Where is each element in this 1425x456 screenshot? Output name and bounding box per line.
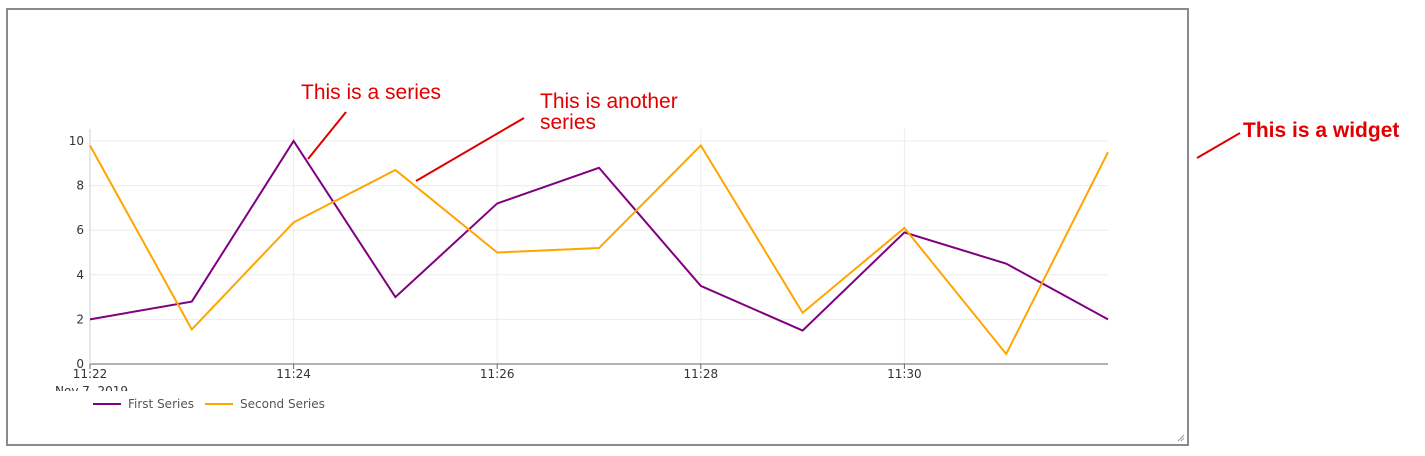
series-annotation-label: This is a series xyxy=(301,81,441,104)
y-tick-label: 8 xyxy=(76,179,84,193)
x-tick-label: 11:24 xyxy=(276,367,311,381)
series-annotation-arrow xyxy=(307,111,347,160)
annotations: This is a series This is another series … xyxy=(301,81,1399,182)
widget-annotation-arrow xyxy=(1196,132,1241,159)
legend-background xyxy=(50,391,250,403)
chart-widget xyxy=(6,8,1189,446)
another-series-annotation-arrow xyxy=(415,117,525,182)
x-tick-label: 11:22 xyxy=(73,367,108,381)
series-lines xyxy=(89,139,1109,356)
widget-annotation-label: This is a widget xyxy=(1243,119,1399,142)
gridlines xyxy=(90,129,1108,364)
x-tick-label: 11:28 xyxy=(684,367,719,381)
resize-grip-icon[interactable] xyxy=(1177,434,1185,442)
y-tick-label: 0 xyxy=(76,357,84,371)
y-tick-label: 6 xyxy=(76,223,84,237)
legend-label[interactable]: Second Series xyxy=(240,397,325,411)
series-line-second[interactable] xyxy=(89,143,1109,356)
x-tick-label: 11:26 xyxy=(480,367,515,381)
another-series-annotation-label-line1: This is another xyxy=(540,90,678,113)
y-tick-label: 2 xyxy=(76,312,84,326)
x-tick-label: 11:30 xyxy=(887,367,922,381)
another-series-annotation-label-line2: series xyxy=(540,111,596,134)
y-tick-label: 4 xyxy=(76,268,84,282)
series-line-first[interactable] xyxy=(89,139,1109,332)
legend: First Series Second Series xyxy=(93,397,325,411)
legend-label[interactable]: First Series xyxy=(128,397,194,411)
y-tick-label: 10 xyxy=(69,134,84,148)
